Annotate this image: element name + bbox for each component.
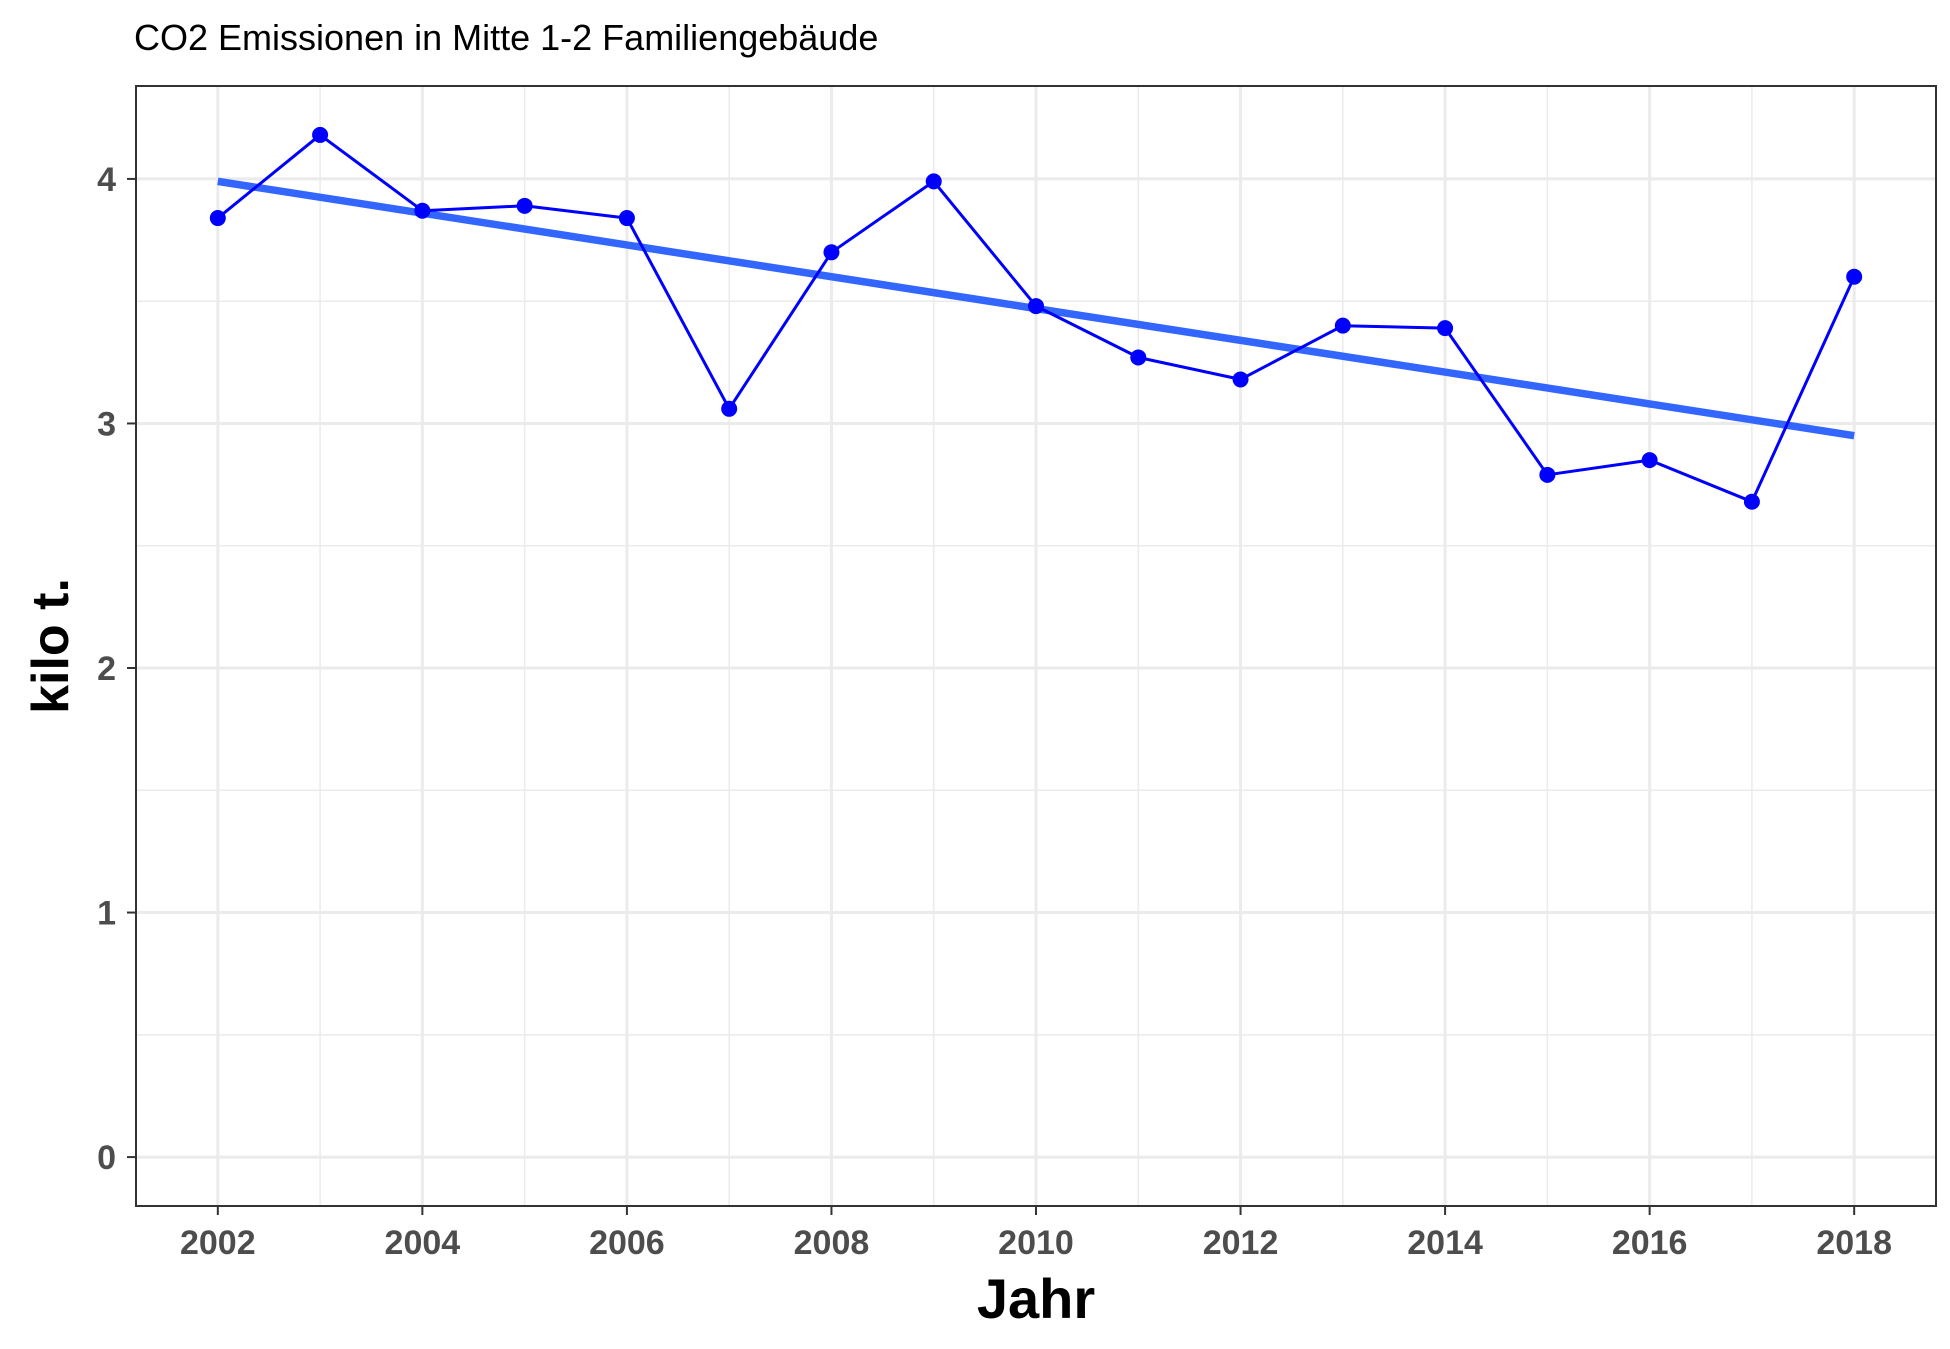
- data-point: [312, 126, 329, 143]
- data-point: [721, 400, 738, 417]
- y-tick-label: 1: [97, 895, 116, 933]
- x-tick-label: 2014: [1407, 1224, 1483, 1262]
- x-axis-title: Jahr: [977, 1267, 1095, 1330]
- data-point: [516, 197, 533, 214]
- data-point: [1232, 371, 1249, 388]
- series-layer: [209, 126, 1863, 510]
- y-tick-label: 3: [97, 405, 116, 443]
- data-point: [1846, 268, 1863, 285]
- data-point: [1334, 317, 1351, 334]
- y-tick-label: 0: [97, 1139, 116, 1177]
- x-tick-labels: 2002 2004 2006 2008 2010 2012 2014 2016 2018: [180, 1224, 1892, 1262]
- x-tick-label: 2002: [180, 1224, 256, 1262]
- y-tick-label: 2: [97, 650, 116, 688]
- data-point: [1028, 298, 1044, 315]
- x-tick-label: 2012: [1203, 1224, 1279, 1262]
- y-tick-labels: 0 1 2 3 4: [97, 161, 116, 1177]
- data-point: [1641, 452, 1658, 469]
- data-point: [1437, 320, 1454, 337]
- x-tick-label: 2010: [998, 1224, 1074, 1262]
- data-point: [414, 202, 431, 219]
- x-tick-label: 2006: [589, 1224, 665, 1262]
- data-point: [925, 173, 942, 190]
- data-point: [1539, 466, 1556, 483]
- data-point: [618, 210, 635, 227]
- x-tick-label: 2018: [1816, 1224, 1892, 1262]
- chart-title: CO2 Emissionen in Mitte 1-2 Familiengebä…: [134, 17, 878, 58]
- x-tick-label: 2008: [794, 1224, 870, 1262]
- x-tick-label: 2016: [1612, 1224, 1688, 1262]
- data-point: [209, 210, 226, 227]
- x-tick-label: 2004: [385, 1224, 461, 1262]
- data-point: [823, 244, 840, 261]
- data-point: [1743, 493, 1760, 510]
- data-point: [1130, 349, 1147, 366]
- y-tick-label: 4: [97, 161, 116, 199]
- y-axis-title: kilo t.: [22, 578, 80, 714]
- axis-ticks: [127, 177, 1856, 1215]
- grid-major: [136, 86, 1936, 1206]
